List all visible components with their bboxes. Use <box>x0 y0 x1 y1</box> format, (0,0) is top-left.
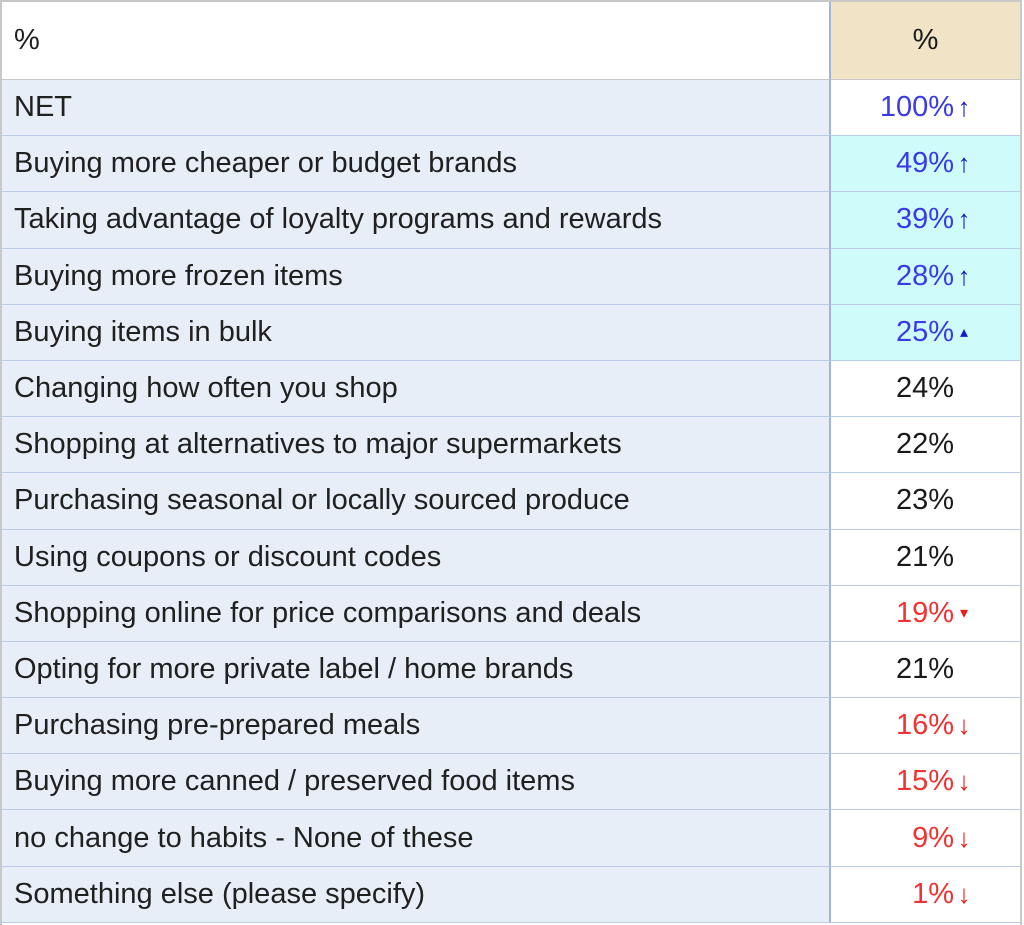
percent-value: 49% <box>895 147 954 180</box>
percent-value: 23% <box>895 484 954 517</box>
table-row[interactable]: Purchasing seasonal or locally sourced p… <box>2 473 1020 530</box>
row-value-cell[interactable]: 22% <box>831 417 1020 474</box>
table-row[interactable]: Opting for more private label / home bra… <box>2 641 1020 699</box>
row-value-cell[interactable]: 21% <box>831 641 1020 699</box>
percent-value: 22% <box>895 428 954 461</box>
percent-value: 21% <box>895 652 954 685</box>
row-label[interactable]: Purchasing seasonal or locally sourced p… <box>2 473 831 530</box>
arrow-down-icon: ↓ <box>957 766 971 797</box>
table-header-row: % % <box>2 2 1020 80</box>
row-value-cell[interactable]: 28% ↑ <box>831 248 1020 305</box>
row-label[interactable]: NET <box>2 80 831 137</box>
row-value-cell[interactable]: 15% ↓ <box>831 754 1020 811</box>
table-row[interactable]: Using coupons or discount codes 21% <box>2 529 1020 586</box>
table-row[interactable]: Buying more frozen items 28% ↑ <box>2 248 1020 305</box>
row-value-cell[interactable]: 24% <box>831 360 1020 418</box>
percent-value: 15% <box>895 765 954 798</box>
arrow-up-icon: ↑ <box>957 92 971 123</box>
row-label[interactable]: no change to habits - None of these <box>2 810 831 867</box>
table-row[interactable]: no change to habits - None of these 9% ↓ <box>2 810 1020 867</box>
header-label-cell[interactable]: % <box>2 2 831 80</box>
row-value-cell[interactable]: 25% ▴ <box>831 304 1020 361</box>
row-label[interactable]: Shopping at alternatives to major superm… <box>2 417 831 474</box>
table-row[interactable]: Buying more cheaper or budget brands 49% ↑ <box>2 136 1020 193</box>
arrow-down-icon: ↓ <box>957 878 971 909</box>
table-body: NET 100% ↑ Buying more cheaper or budget br… <box>2 80 1020 923</box>
table-row[interactable]: Changing how often you shop 24% <box>2 360 1020 418</box>
percent-value: 28% <box>895 259 954 292</box>
percent-value: 100% <box>879 91 954 124</box>
row-value-cell[interactable]: 19% ▾ <box>831 585 1020 642</box>
row-label[interactable]: Buying more canned / preserved food item… <box>2 754 831 811</box>
arrow-down-icon: ↓ <box>957 710 971 741</box>
row-label[interactable]: Taking advantage of loyalty programs and… <box>2 192 831 249</box>
table-row[interactable]: Shopping online for price comparisons an… <box>2 585 1020 642</box>
percent-value: 1% <box>912 877 954 910</box>
row-value-cell[interactable]: 23% <box>831 473 1020 530</box>
table-row[interactable]: NET 100% ↑ <box>2 80 1020 137</box>
row-label[interactable]: Purchasing pre-prepared meals <box>2 698 831 755</box>
percent-value: 39% <box>895 203 954 236</box>
percent-value: 25% <box>895 315 954 348</box>
percent-value: 19% <box>895 596 954 629</box>
table-row[interactable]: Buying items in bulk 25% ▴ <box>2 304 1020 361</box>
row-label[interactable]: Buying more cheaper or budget brands <box>2 136 831 193</box>
row-value-cell[interactable]: 16% ↓ <box>831 698 1020 755</box>
arrow-up-icon: ↑ <box>957 260 971 291</box>
arrow-down-icon: ↓ <box>957 822 971 853</box>
table-row[interactable]: Shopping at alternatives to major superm… <box>2 417 1020 474</box>
percent-value: 9% <box>912 821 954 854</box>
percent-value: 21% <box>895 540 954 573</box>
arrow-down-icon: ▾ <box>959 605 969 623</box>
percent-value: 16% <box>895 709 954 742</box>
row-label[interactable]: Shopping online for price comparisons an… <box>2 585 831 642</box>
arrow-up-icon: ↑ <box>957 148 971 179</box>
row-label[interactable]: Something else (please specify) <box>2 866 831 923</box>
row-value-cell[interactable]: 39% ↑ <box>831 192 1020 249</box>
arrow-up-icon: ▴ <box>959 324 969 342</box>
row-label[interactable]: Changing how often you shop <box>2 360 831 418</box>
row-label[interactable]: Opting for more private label / home bra… <box>2 641 831 699</box>
row-value-cell[interactable]: 21% <box>831 529 1020 586</box>
row-value-cell[interactable]: 1% ↓ <box>831 866 1020 923</box>
arrow-up-icon: ↑ <box>957 204 971 235</box>
row-label[interactable]: Using coupons or discount codes <box>2 529 831 586</box>
row-label[interactable]: Buying items in bulk <box>2 304 831 361</box>
table-row[interactable]: Purchasing pre-prepared meals 16% ↓ <box>2 698 1020 755</box>
header-value-cell[interactable]: % <box>831 2 1020 80</box>
row-value-cell[interactable]: 9% ↓ <box>831 810 1020 867</box>
row-value-cell[interactable]: 49% ↑ <box>831 136 1020 193</box>
table-row[interactable]: Something else (please specify) 1% ↓ <box>2 866 1020 923</box>
percent-value: 24% <box>895 372 954 405</box>
table-row[interactable]: Buying more canned / preserved food item… <box>2 754 1020 811</box>
row-label[interactable]: Buying more frozen items <box>2 248 831 305</box>
row-value-cell[interactable]: 100% ↑ <box>831 80 1020 137</box>
table-row[interactable]: Taking advantage of loyalty programs and… <box>2 192 1020 249</box>
